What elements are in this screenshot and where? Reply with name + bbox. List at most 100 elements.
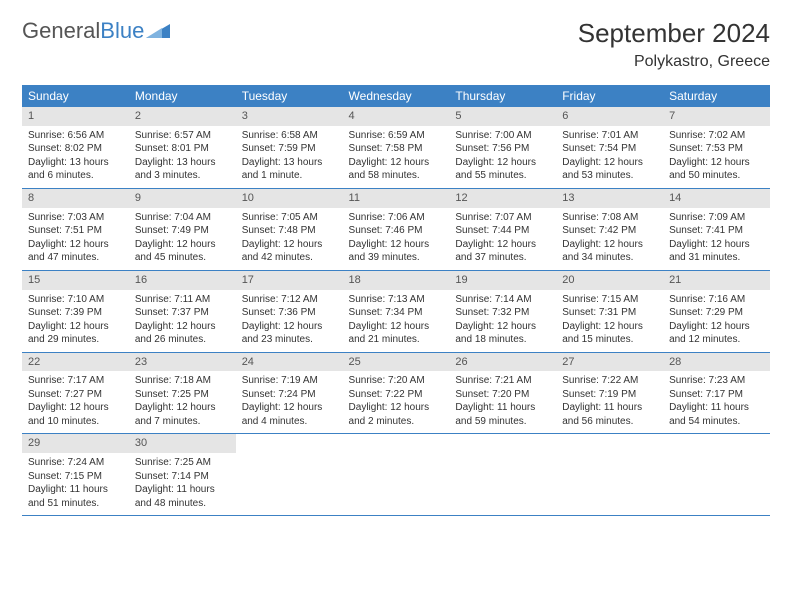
day-cell (449, 434, 556, 516)
daylight-text: Daylight: 12 hours and 23 minutes. (242, 320, 337, 347)
day-number: 9 (129, 189, 236, 208)
day-body: Sunrise: 7:04 AMSunset: 7:49 PMDaylight:… (129, 208, 236, 270)
day-body: Sunrise: 7:08 AMSunset: 7:42 PMDaylight:… (556, 208, 663, 270)
day-body: Sunrise: 7:19 AMSunset: 7:24 PMDaylight:… (236, 371, 343, 433)
daylight-text: Daylight: 12 hours and 10 minutes. (28, 401, 123, 428)
sunrise-text: Sunrise: 7:10 AM (28, 293, 123, 307)
sunset-text: Sunset: 7:41 PM (669, 224, 764, 238)
sunset-text: Sunset: 7:42 PM (562, 224, 657, 238)
day-number: 3 (236, 107, 343, 126)
sunrise-text: Sunrise: 7:08 AM (562, 211, 657, 225)
day-body: Sunrise: 7:09 AMSunset: 7:41 PMDaylight:… (663, 208, 770, 270)
day-cell: 29Sunrise: 7:24 AMSunset: 7:15 PMDayligh… (22, 434, 129, 516)
sunset-text: Sunset: 7:24 PM (242, 388, 337, 402)
daylight-text: Daylight: 13 hours and 3 minutes. (135, 156, 230, 183)
logo: GeneralBlue (22, 18, 170, 44)
day-body: Sunrise: 7:16 AMSunset: 7:29 PMDaylight:… (663, 290, 770, 352)
sunset-text: Sunset: 7:19 PM (562, 388, 657, 402)
sunrise-text: Sunrise: 7:14 AM (455, 293, 550, 307)
day-cell: 10Sunrise: 7:05 AMSunset: 7:48 PMDayligh… (236, 188, 343, 270)
sunrise-text: Sunrise: 7:22 AM (562, 374, 657, 388)
sunset-text: Sunset: 7:59 PM (242, 142, 337, 156)
day-number: 18 (343, 271, 450, 290)
sunrise-text: Sunrise: 7:16 AM (669, 293, 764, 307)
daylight-text: Daylight: 12 hours and 58 minutes. (349, 156, 444, 183)
daylight-text: Daylight: 12 hours and 31 minutes. (669, 238, 764, 265)
day-body: Sunrise: 7:25 AMSunset: 7:14 PMDaylight:… (129, 453, 236, 515)
day-cell: 23Sunrise: 7:18 AMSunset: 7:25 PMDayligh… (129, 352, 236, 434)
daylight-text: Daylight: 13 hours and 1 minute. (242, 156, 337, 183)
daylight-text: Daylight: 11 hours and 54 minutes. (669, 401, 764, 428)
day-body: Sunrise: 7:21 AMSunset: 7:20 PMDaylight:… (449, 371, 556, 433)
daylight-text: Daylight: 12 hours and 4 minutes. (242, 401, 337, 428)
day-number: 21 (663, 271, 770, 290)
day-number: 13 (556, 189, 663, 208)
daylight-text: Daylight: 12 hours and 37 minutes. (455, 238, 550, 265)
sunset-text: Sunset: 7:22 PM (349, 388, 444, 402)
logo-triangle-icon (146, 18, 170, 44)
day-cell: 1Sunrise: 6:56 AMSunset: 8:02 PMDaylight… (22, 107, 129, 188)
sunrise-text: Sunrise: 7:04 AM (135, 211, 230, 225)
day-number: 19 (449, 271, 556, 290)
day-body: Sunrise: 7:02 AMSunset: 7:53 PMDaylight:… (663, 126, 770, 188)
day-cell (343, 434, 450, 516)
day-cell: 16Sunrise: 7:11 AMSunset: 7:37 PMDayligh… (129, 270, 236, 352)
daylight-text: Daylight: 12 hours and 2 minutes. (349, 401, 444, 428)
logo-text-1: General (22, 18, 100, 44)
sunset-text: Sunset: 7:31 PM (562, 306, 657, 320)
daylight-text: Daylight: 11 hours and 56 minutes. (562, 401, 657, 428)
sunrise-text: Sunrise: 7:23 AM (669, 374, 764, 388)
day-number: 12 (449, 189, 556, 208)
day-number: 27 (556, 353, 663, 372)
day-number: 25 (343, 353, 450, 372)
day-number: 28 (663, 353, 770, 372)
day-number: 16 (129, 271, 236, 290)
daylight-text: Daylight: 12 hours and 7 minutes. (135, 401, 230, 428)
calendar-table: SundayMondayTuesdayWednesdayThursdayFrid… (22, 85, 770, 516)
day-cell: 30Sunrise: 7:25 AMSunset: 7:14 PMDayligh… (129, 434, 236, 516)
day-cell: 18Sunrise: 7:13 AMSunset: 7:34 PMDayligh… (343, 270, 450, 352)
sunrise-text: Sunrise: 7:20 AM (349, 374, 444, 388)
daylight-text: Daylight: 11 hours and 51 minutes. (28, 483, 123, 510)
day-cell: 20Sunrise: 7:15 AMSunset: 7:31 PMDayligh… (556, 270, 663, 352)
week-row: 15Sunrise: 7:10 AMSunset: 7:39 PMDayligh… (22, 270, 770, 352)
sunrise-text: Sunrise: 7:21 AM (455, 374, 550, 388)
sunrise-text: Sunrise: 7:12 AM (242, 293, 337, 307)
day-number: 7 (663, 107, 770, 126)
day-body: Sunrise: 7:00 AMSunset: 7:56 PMDaylight:… (449, 126, 556, 188)
sunset-text: Sunset: 7:29 PM (669, 306, 764, 320)
sunset-text: Sunset: 7:39 PM (28, 306, 123, 320)
day-body: Sunrise: 7:15 AMSunset: 7:31 PMDaylight:… (556, 290, 663, 352)
day-cell: 13Sunrise: 7:08 AMSunset: 7:42 PMDayligh… (556, 188, 663, 270)
day-header: Wednesday (343, 85, 450, 107)
sunset-text: Sunset: 7:27 PM (28, 388, 123, 402)
sunrise-text: Sunrise: 7:07 AM (455, 211, 550, 225)
sunset-text: Sunset: 7:58 PM (349, 142, 444, 156)
day-cell: 26Sunrise: 7:21 AMSunset: 7:20 PMDayligh… (449, 352, 556, 434)
day-number: 26 (449, 353, 556, 372)
sunrise-text: Sunrise: 7:24 AM (28, 456, 123, 470)
day-number: 20 (556, 271, 663, 290)
day-number: 24 (236, 353, 343, 372)
day-header: Sunday (22, 85, 129, 107)
day-number: 30 (129, 434, 236, 453)
day-header: Thursday (449, 85, 556, 107)
day-number: 29 (22, 434, 129, 453)
sunrise-text: Sunrise: 7:25 AM (135, 456, 230, 470)
sunset-text: Sunset: 7:48 PM (242, 224, 337, 238)
sunrise-text: Sunrise: 7:19 AM (242, 374, 337, 388)
logo-text-2: Blue (100, 18, 144, 44)
sunrise-text: Sunrise: 7:05 AM (242, 211, 337, 225)
sunrise-text: Sunrise: 6:56 AM (28, 129, 123, 143)
day-number: 23 (129, 353, 236, 372)
week-row: 22Sunrise: 7:17 AMSunset: 7:27 PMDayligh… (22, 352, 770, 434)
sunset-text: Sunset: 7:17 PM (669, 388, 764, 402)
day-header: Friday (556, 85, 663, 107)
day-number: 22 (22, 353, 129, 372)
daylight-text: Daylight: 13 hours and 6 minutes. (28, 156, 123, 183)
day-body: Sunrise: 7:05 AMSunset: 7:48 PMDaylight:… (236, 208, 343, 270)
calendar-body: 1Sunrise: 6:56 AMSunset: 8:02 PMDaylight… (22, 107, 770, 516)
day-number: 6 (556, 107, 663, 126)
day-cell: 14Sunrise: 7:09 AMSunset: 7:41 PMDayligh… (663, 188, 770, 270)
day-number: 11 (343, 189, 450, 208)
